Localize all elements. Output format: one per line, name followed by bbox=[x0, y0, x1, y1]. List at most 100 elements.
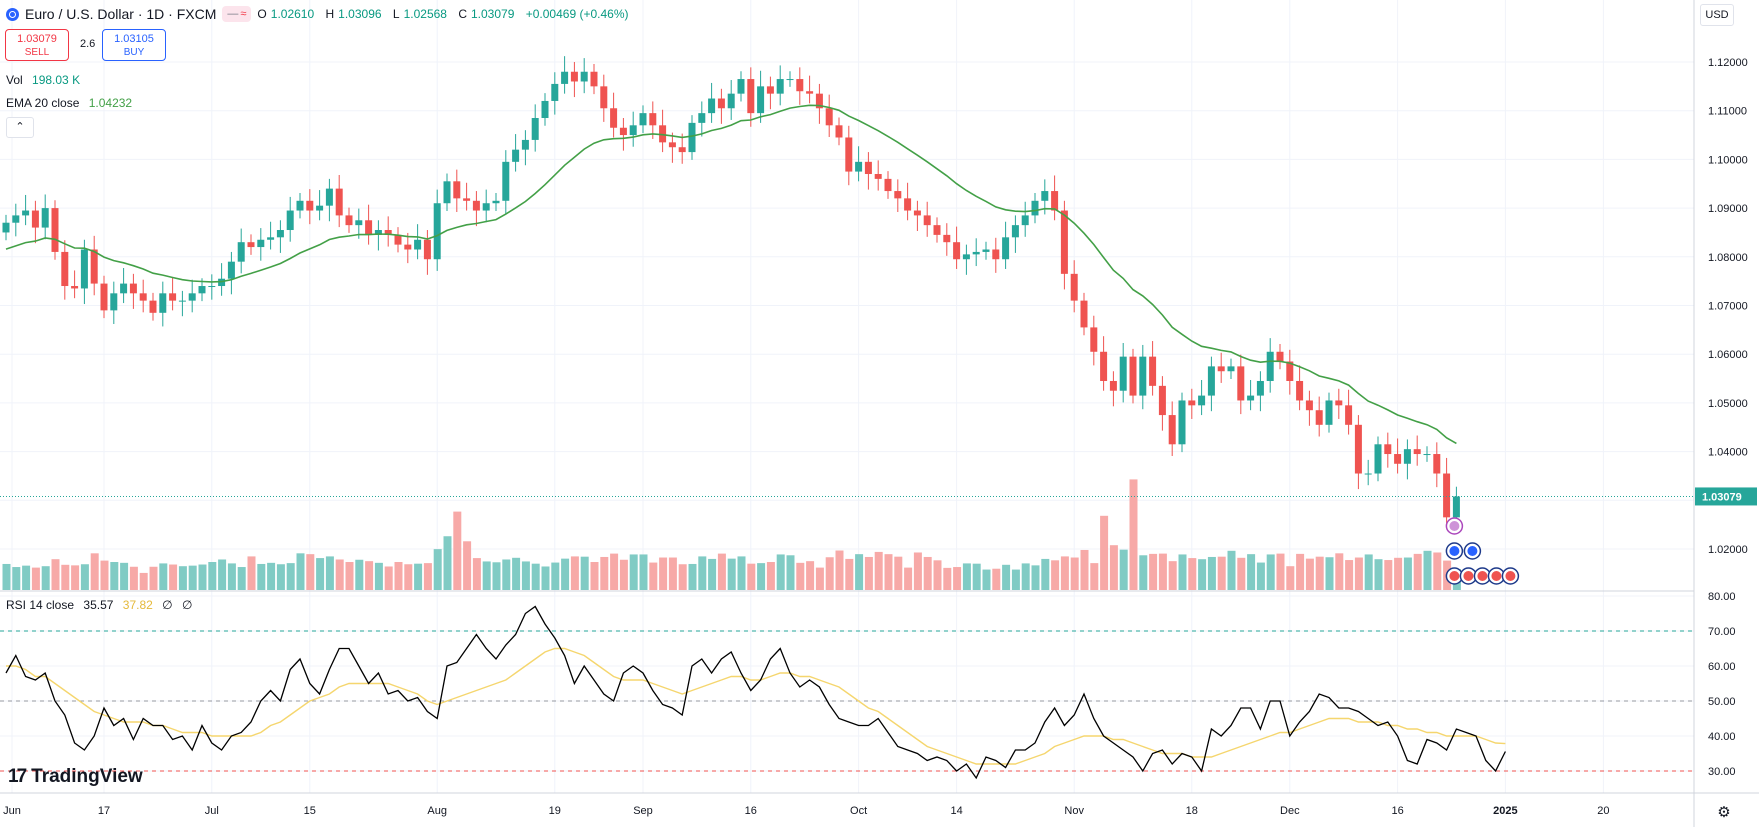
volume-bar bbox=[668, 557, 677, 590]
candle-body bbox=[1354, 424, 1362, 474]
ema-value: 1.04232 bbox=[88, 96, 133, 110]
dividend-event-icon[interactable] bbox=[1445, 517, 1464, 535]
volume-bar bbox=[953, 567, 962, 590]
volume-bar bbox=[1433, 552, 1442, 590]
sell-label: SELL bbox=[24, 47, 50, 58]
us-economic-event-icon[interactable] bbox=[1473, 567, 1492, 585]
volume-bar bbox=[619, 559, 628, 590]
candle-body bbox=[1335, 400, 1343, 406]
candle-body bbox=[1345, 405, 1353, 425]
volume-bar bbox=[1305, 558, 1314, 590]
candle-body bbox=[1217, 366, 1225, 372]
volume-bar bbox=[169, 564, 178, 590]
volume-bar bbox=[1423, 550, 1432, 590]
candle-body bbox=[1305, 400, 1313, 411]
volume-bar bbox=[815, 567, 824, 590]
low-value: 1.02568 bbox=[403, 7, 447, 21]
us-economic-event-icon[interactable] bbox=[1487, 567, 1506, 585]
time-tick-label: 14 bbox=[950, 805, 962, 817]
volume-bar bbox=[992, 568, 1001, 590]
volume-bar bbox=[698, 556, 707, 590]
collapse-legend-button[interactable]: ⌃ bbox=[6, 117, 34, 138]
volume-bar bbox=[306, 554, 315, 590]
visibility-pill[interactable]: — ≈ bbox=[222, 6, 252, 22]
buy-button[interactable]: 1.03105 BUY bbox=[102, 29, 166, 61]
candle-body bbox=[1178, 400, 1186, 445]
volume-bar bbox=[1139, 555, 1148, 590]
candle-body bbox=[472, 200, 480, 211]
volume-bar bbox=[90, 553, 99, 590]
candle-body bbox=[737, 79, 745, 94]
volume-bar bbox=[639, 554, 648, 590]
volume-bar bbox=[267, 562, 276, 590]
us-economic-event-icon-dot bbox=[1491, 571, 1502, 581]
candle-body bbox=[629, 125, 637, 136]
candle-body bbox=[933, 225, 941, 235]
volume-bar bbox=[71, 565, 80, 590]
volume-bar bbox=[1149, 553, 1158, 590]
candle-body bbox=[335, 188, 343, 216]
candle-body bbox=[1452, 496, 1460, 518]
rsi-tick-label: 80.00 bbox=[1708, 591, 1736, 603]
candle-body bbox=[825, 108, 833, 126]
volume-bar bbox=[570, 556, 579, 590]
globe-icon bbox=[6, 7, 19, 21]
candle-body bbox=[227, 261, 235, 279]
candle-body bbox=[1433, 454, 1441, 474]
volume-bars bbox=[2, 479, 1461, 590]
candlesticks bbox=[2, 56, 1460, 533]
volume-bar bbox=[276, 564, 285, 590]
symbol-title[interactable]: Euro / U.S. Dollar · 1D · FXCM bbox=[25, 6, 217, 22]
volume-bar bbox=[80, 564, 89, 590]
candle-body bbox=[482, 203, 490, 211]
candle-body bbox=[1188, 400, 1196, 406]
volume-bar bbox=[1315, 556, 1324, 590]
volume-bar bbox=[1296, 553, 1305, 590]
volume-bar bbox=[1041, 558, 1050, 590]
volume-bar bbox=[766, 562, 775, 590]
volume-bar bbox=[482, 561, 491, 590]
candle-body bbox=[365, 220, 373, 235]
us-economic-event-icon[interactable] bbox=[1501, 567, 1520, 585]
gear-icon[interactable]: ⚙ bbox=[1717, 804, 1731, 821]
volume-bar bbox=[2, 563, 11, 590]
candle-body bbox=[286, 210, 294, 231]
candle-body bbox=[1325, 400, 1333, 425]
volume-bar bbox=[1384, 560, 1393, 590]
volume-bar bbox=[1374, 559, 1383, 590]
ema-label: EMA 20 close bbox=[6, 96, 80, 110]
candle-body bbox=[1374, 444, 1382, 474]
candle-body bbox=[1207, 366, 1215, 396]
volume-bar bbox=[100, 560, 109, 590]
candle-body bbox=[276, 230, 284, 238]
volume-bar bbox=[1051, 560, 1060, 590]
volume-bar bbox=[1266, 554, 1275, 590]
news-event-icon[interactable] bbox=[1463, 542, 1482, 560]
tradingview-logo[interactable]: 17 TradingView bbox=[8, 766, 143, 788]
candle-body bbox=[463, 198, 471, 201]
candle-body bbox=[423, 239, 431, 260]
currency-button[interactable]: USD bbox=[1700, 4, 1734, 26]
ema-legend[interactable]: EMA 20 close 1.04232 bbox=[6, 96, 132, 110]
rsi-legend[interactable]: RSI 14 close 35.57 37.82 ∅ ∅ bbox=[6, 598, 192, 612]
candle-body bbox=[149, 300, 157, 313]
volume-bar bbox=[1256, 562, 1265, 590]
volume-bar bbox=[335, 559, 344, 590]
price-tick-label: 1.02000 bbox=[1708, 544, 1748, 556]
news-event-icon[interactable] bbox=[1445, 542, 1464, 560]
volume-bar bbox=[1354, 557, 1363, 590]
volume-bar bbox=[502, 559, 511, 590]
event-markers[interactable] bbox=[1445, 517, 1520, 585]
volume-bar bbox=[61, 564, 70, 590]
volume-bar bbox=[159, 563, 168, 590]
rsi-ma-value: 37.82 bbox=[122, 598, 153, 612]
volume-bar bbox=[531, 563, 540, 590]
volume-legend[interactable]: Vol 198.03 K bbox=[6, 73, 80, 87]
candle-body bbox=[874, 174, 882, 179]
volume-bar bbox=[365, 561, 374, 590]
us-economic-event-icon[interactable] bbox=[1459, 567, 1478, 585]
candle-body bbox=[188, 293, 196, 301]
volume-bar bbox=[394, 562, 403, 590]
sell-button[interactable]: 1.03079 SELL bbox=[5, 29, 69, 61]
